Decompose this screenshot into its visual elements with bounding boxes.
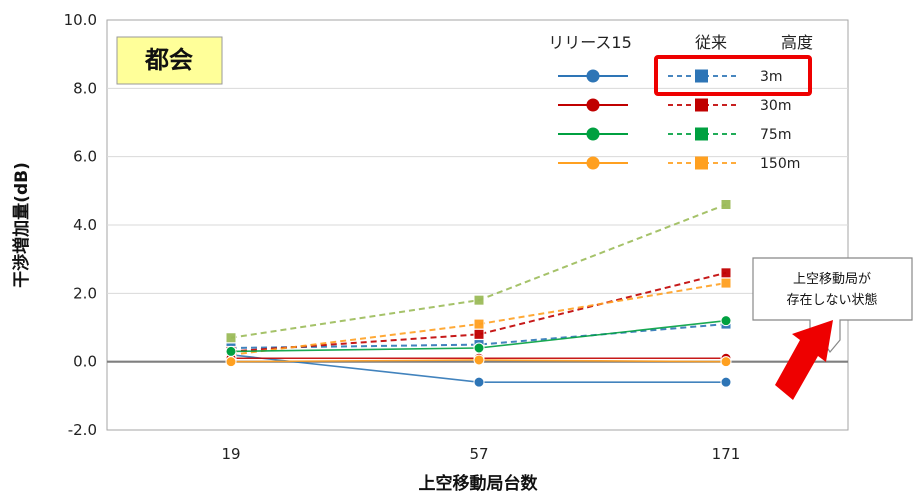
data-point-release15-150m bbox=[720, 356, 732, 368]
x-axis-title: 上空移動局台数 bbox=[419, 473, 539, 494]
data-point-release15-150m bbox=[225, 356, 237, 368]
y-tick-label: 6.0 bbox=[73, 148, 97, 166]
legend-marker-legacy-150m bbox=[695, 156, 708, 170]
data-point-legacy-150m bbox=[720, 277, 732, 289]
legend-highlight-box bbox=[654, 55, 812, 96]
y-tick-label: 0.0 bbox=[73, 353, 97, 371]
legend-marker-legacy-75m bbox=[695, 127, 708, 141]
legend-header-release15: リリース15 bbox=[548, 33, 632, 52]
y-tick-labels: 10.0 8.0 6.0 4.0 2.0 0.0 -2.0 bbox=[64, 11, 97, 439]
red-arrow-icon bbox=[775, 320, 833, 400]
region-label-box bbox=[116, 36, 223, 85]
series-line-legacy-3m bbox=[230, 323, 727, 349]
y-tick-label: 10.0 bbox=[64, 11, 97, 29]
region-label: 都会 bbox=[144, 46, 193, 74]
callout: 上空移動局が 存在しない状態 bbox=[752, 257, 913, 354]
data-point-release15-75m bbox=[473, 342, 485, 354]
y-tick-label: 2.0 bbox=[73, 284, 97, 302]
legend-label-30m: 30m bbox=[760, 98, 791, 114]
x-tick-labels: 19 57 171 bbox=[221, 445, 740, 463]
x-tick-label: 171 bbox=[712, 445, 741, 463]
legend: リリース15 従来 高度 3m 30m 75m 150m bbox=[548, 33, 813, 172]
series-line-legacy-30m bbox=[230, 271, 727, 353]
data-point-release15-150m bbox=[473, 354, 485, 366]
legend-marker-release15-150m bbox=[586, 156, 600, 170]
data-point-legacy-30m bbox=[473, 328, 485, 340]
y-tick-label: 8.0 bbox=[73, 79, 97, 97]
x-tick-label: 19 bbox=[221, 445, 240, 463]
legend-marker-release15-3m bbox=[586, 69, 600, 83]
series-lines bbox=[225, 199, 732, 388]
callout-line-1: 上空移動局が bbox=[793, 272, 871, 287]
series-line-legacy-150m bbox=[230, 282, 727, 356]
legend-marker-legacy-30m bbox=[695, 98, 708, 112]
data-point-release15-75m bbox=[720, 315, 732, 327]
legend-header-legacy: 従来 bbox=[695, 33, 727, 52]
callout-shape bbox=[752, 257, 913, 354]
callout-line-2: 存在しない状態 bbox=[786, 292, 877, 308]
legend-header-height: 高度 bbox=[781, 33, 813, 52]
legend-marker-legacy-3m bbox=[695, 69, 708, 83]
legend-label-150m: 150m bbox=[760, 156, 800, 172]
x-tick-label: 57 bbox=[469, 445, 488, 463]
y-tick-label: 4.0 bbox=[73, 216, 97, 234]
data-point-legacy-150m bbox=[473, 318, 485, 330]
data-point-legacy-75m bbox=[473, 294, 485, 306]
legend-label-3m: 3m bbox=[760, 69, 783, 85]
y-tick-label: -2.0 bbox=[68, 421, 97, 439]
legend-marker-release15-75m bbox=[586, 127, 600, 141]
data-point-legacy-75m bbox=[720, 199, 732, 210]
data-point-legacy-75m bbox=[225, 332, 237, 344]
data-point-release15-3m bbox=[473, 376, 485, 388]
y-axis-title: 干渉増加量(dB) bbox=[11, 162, 32, 288]
legend-label-75m: 75m bbox=[760, 127, 791, 143]
legend-marker-release15-30m bbox=[586, 98, 600, 112]
data-point-release15-3m bbox=[720, 376, 732, 388]
data-point-legacy-30m bbox=[720, 267, 732, 279]
data-point-release15-75m bbox=[225, 345, 237, 357]
